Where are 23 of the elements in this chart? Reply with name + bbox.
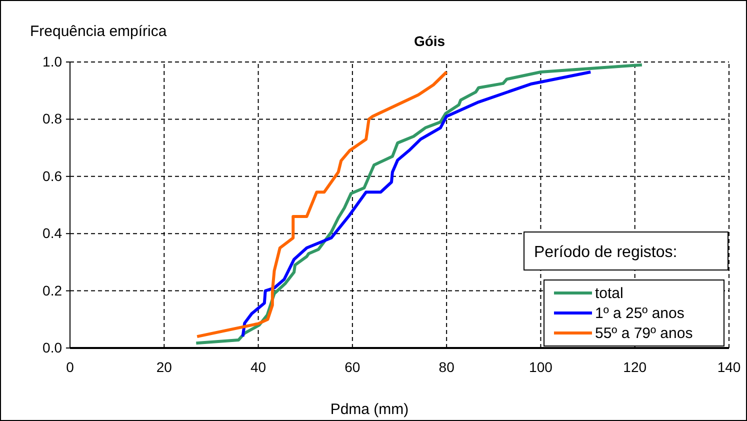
x-tick-label: 20 bbox=[156, 358, 172, 375]
x-tick-label: 120 bbox=[623, 358, 647, 375]
legend-label: 1º a 25º anos bbox=[595, 305, 684, 322]
chart-title: Góis bbox=[414, 33, 446, 49]
legend-title: Período de registos: bbox=[534, 244, 678, 261]
legend-label: total bbox=[595, 285, 624, 302]
x-tick-label: 40 bbox=[250, 358, 266, 375]
y-tick-label: 0.6 bbox=[42, 168, 62, 184]
x-tick-label: 80 bbox=[438, 358, 455, 375]
x-tick-label: 100 bbox=[529, 358, 553, 375]
line-series bbox=[196, 70, 448, 338]
x-tick-label: 140 bbox=[717, 358, 741, 375]
y-tick-label: 0.0 bbox=[42, 339, 62, 356]
y-tick-label: 1.0 bbox=[42, 53, 62, 70]
x-tick-label: 0 bbox=[66, 358, 74, 375]
line-series bbox=[241, 70, 592, 338]
x-axis-title: Pdma (mm) bbox=[330, 401, 409, 418]
y-tick-label: 0.2 bbox=[42, 282, 62, 298]
x-tick-label: 60 bbox=[344, 358, 360, 375]
y-axis-title: Frequência empírica bbox=[30, 23, 168, 40]
y-tick-label: 0.8 bbox=[42, 110, 62, 127]
y-tick-label: 0.4 bbox=[42, 225, 62, 242]
legend-label: 55º a 79º anos bbox=[595, 325, 693, 342]
